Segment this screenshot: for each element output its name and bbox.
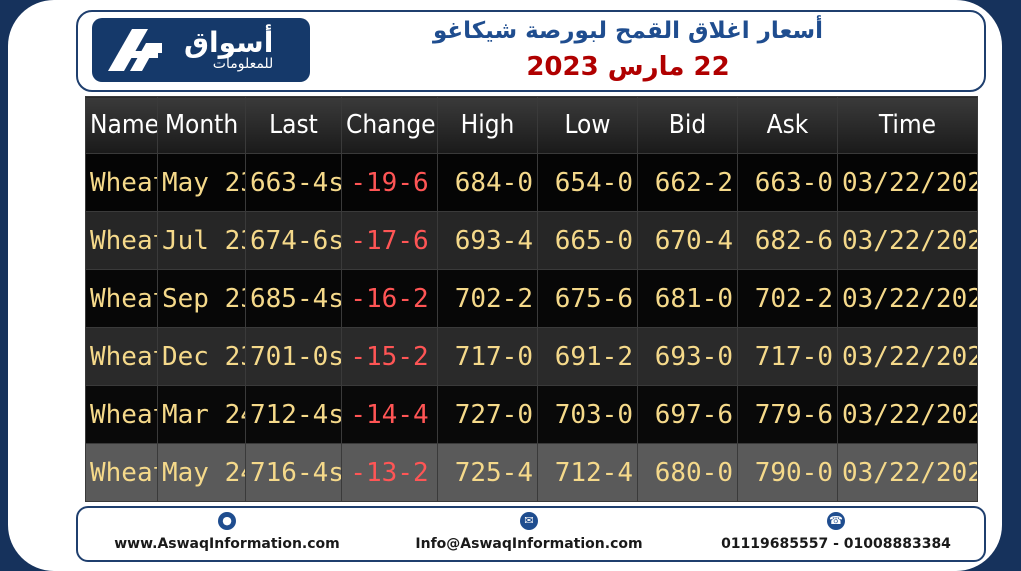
column-header: High [437, 96, 538, 154]
table-row: WheatJul 23674-6s-17-6693-4665-0670-4682… [85, 211, 978, 270]
website-link[interactable]: www.AswaqInformation.com [114, 536, 340, 552]
column-header: Last [245, 96, 342, 154]
table-header-row: Name Month Last Change High Low Bid Ask … [85, 96, 978, 154]
cell-last: 701-0s [245, 327, 342, 386]
cell-high: 693-4 [437, 211, 538, 270]
cell-ask: 717-0 [737, 327, 838, 386]
cell-name: Wheat [85, 269, 158, 328]
cell-ask: 790-0 [737, 443, 838, 502]
cell-change: -14-4 [341, 385, 438, 444]
prices-table: Name Month Last Change High Low Bid Ask … [85, 96, 978, 502]
table-row: WheatSep 23685-4s-16-2702-2675-6681-0702… [85, 269, 978, 328]
infographic-card: أسواق للمعلومات أسعار اغلاق القمح لبورصة… [8, 0, 1002, 571]
cell-ask: 663-0 [737, 153, 838, 212]
cell-time: 03/22/2023 [837, 385, 978, 444]
table-row: WheatMar 24712-4s-14-4727-0703-0697-6779… [85, 385, 978, 444]
cell-bid: 670-4 [637, 211, 738, 270]
column-header: Time [837, 96, 978, 154]
cell-ask: 682-6 [737, 211, 838, 270]
cell-last: 674-6s [245, 211, 342, 270]
cell-month: Mar 24 [157, 385, 246, 444]
column-header: Change [341, 96, 438, 154]
cell-low: 654-0 [537, 153, 638, 212]
cell-month: May 23 [157, 153, 246, 212]
cell-last: 663-4s [245, 153, 342, 212]
phone-icon: ☎ [827, 512, 845, 530]
cell-name: Wheat [85, 327, 158, 386]
logo-line1: أسواق [184, 25, 274, 59]
aswaq-logo-mark-icon [108, 29, 162, 71]
cell-bid: 681-0 [637, 269, 738, 328]
email-link[interactable]: Info@AswaqInformation.com [415, 536, 643, 552]
column-header: Low [537, 96, 638, 154]
cell-high: 717-0 [437, 327, 538, 386]
logo-line2: للمعلومات [212, 56, 274, 73]
cell-time: 03/22/2023 [837, 153, 978, 212]
cell-time: 03/22/2023 [837, 211, 978, 270]
header-box: أسواق للمعلومات أسعار اغلاق القمح لبورصة… [76, 10, 986, 92]
cell-change: -13-2 [341, 443, 438, 502]
aswaq-logo: أسواق للمعلومات [92, 18, 310, 82]
cell-time: 03/22/2023 [837, 327, 978, 386]
footer-phone: ☎ 01119685557 - 01008883384 [698, 512, 974, 552]
cell-name: Wheat [85, 211, 158, 270]
cell-ask: 779-6 [737, 385, 838, 444]
cell-name: Wheat [85, 153, 158, 212]
cell-name: Wheat [85, 443, 158, 502]
envelope-icon: ✉ [520, 512, 538, 530]
column-header: Bid [637, 96, 738, 154]
cell-change: -15-2 [341, 327, 438, 386]
prices-table-wrap: Name Month Last Change High Low Bid Ask … [85, 96, 978, 502]
logo-text: أسواق للمعلومات [184, 28, 273, 72]
cell-change: -17-6 [341, 211, 438, 270]
cell-low: 665-0 [537, 211, 638, 270]
page-date: 22 مارس 2023 [526, 52, 730, 82]
cell-bid: 693-0 [637, 327, 738, 386]
globe-icon: ● [218, 512, 236, 530]
cell-time: 03/22/2023 [837, 269, 978, 328]
table-row: WheatDec 23701-0s-15-2717-0691-2693-0717… [85, 327, 978, 386]
phone-numbers: 01119685557 - 01008883384 [721, 536, 951, 552]
contact-footer: ● www.AswaqInformation.com ✉ Info@AswaqI… [76, 506, 986, 562]
column-header: Month [157, 96, 246, 154]
column-header: Ask [737, 96, 838, 154]
table-row: WheatMay 23663-4s-19-6684-0654-0662-2663… [85, 153, 978, 212]
cell-last: 716-4s [245, 443, 342, 502]
cell-high: 702-2 [437, 269, 538, 328]
cell-month: May 24 [157, 443, 246, 502]
cell-change: -16-2 [341, 269, 438, 328]
page-title: أسعار اغلاق القمح لبورصة شيكاغو [432, 18, 824, 44]
footer-website: ● www.AswaqInformation.com [92, 512, 362, 552]
table-row: WheatMay 24716-4s-13-2725-4712-4680-0790… [85, 443, 978, 502]
cell-month: Sep 23 [157, 269, 246, 328]
cell-change: -19-6 [341, 153, 438, 212]
cell-name: Wheat [85, 385, 158, 444]
cell-ask: 702-2 [737, 269, 838, 328]
cell-month: Dec 23 [157, 327, 246, 386]
cell-low: 712-4 [537, 443, 638, 502]
cell-low: 691-2 [537, 327, 638, 386]
cell-high: 684-0 [437, 153, 538, 212]
cell-high: 725-4 [437, 443, 538, 502]
cell-month: Jul 23 [157, 211, 246, 270]
cell-low: 675-6 [537, 269, 638, 328]
footer-email: ✉ Info@AswaqInformation.com [394, 512, 664, 552]
cell-bid: 680-0 [637, 443, 738, 502]
cell-high: 727-0 [437, 385, 538, 444]
cell-bid: 662-2 [637, 153, 738, 212]
cell-last: 685-4s [245, 269, 342, 328]
column-header: Name [85, 96, 158, 154]
cell-bid: 697-6 [637, 385, 738, 444]
cell-time: 03/22/2023 [837, 443, 978, 502]
cell-low: 703-0 [537, 385, 638, 444]
cell-last: 712-4s [245, 385, 342, 444]
